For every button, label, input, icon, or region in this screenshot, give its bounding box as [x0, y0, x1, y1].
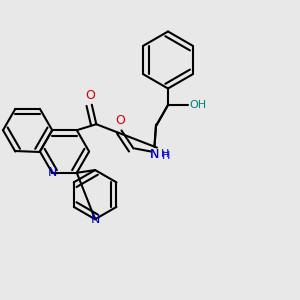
- Text: O: O: [85, 89, 95, 102]
- Text: N: N: [150, 148, 159, 161]
- Text: H: H: [161, 149, 170, 159]
- Text: O: O: [115, 115, 125, 128]
- Text: N: N: [150, 148, 159, 161]
- Text: N: N: [90, 213, 100, 226]
- Text: N: N: [47, 166, 57, 179]
- Text: OH: OH: [189, 100, 206, 110]
- Text: H: H: [162, 151, 170, 160]
